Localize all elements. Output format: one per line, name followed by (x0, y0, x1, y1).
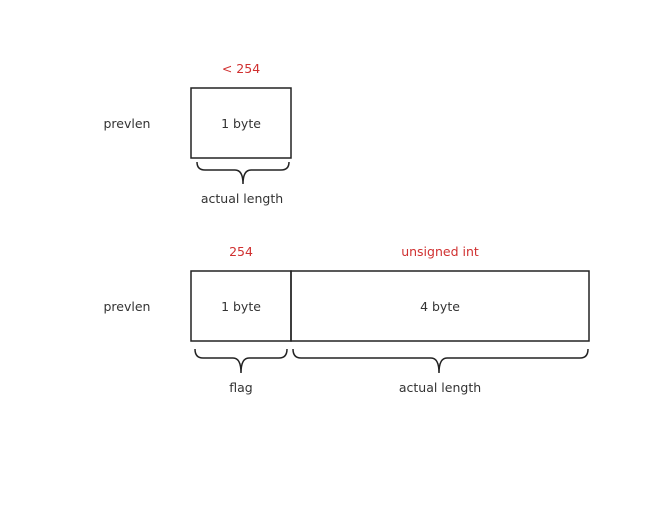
row-label-short: prevlen (104, 116, 151, 131)
prevlen-long-form: prevlen 254 unsigned int 1 byte 4 byte f… (104, 244, 590, 395)
field-box-1-byte-short (190, 87, 292, 159)
curly-brace-flag (194, 348, 288, 374)
brace-label-actual-length-long: actual length (399, 380, 481, 395)
curly-brace-short (196, 161, 290, 185)
prevlen-short-form: prevlen < 254 1 byte actual length (104, 61, 292, 206)
value-annotation-short: < 254 (222, 61, 260, 76)
field-label-1-byte-short: 1 byte (221, 116, 261, 131)
field-label-1-byte-flag: 1 byte (221, 299, 261, 314)
curly-brace-actual-length-long (292, 348, 589, 374)
brace-label-actual-length-short: actual length (201, 191, 283, 206)
row-label-long: prevlen (104, 299, 151, 314)
field-box-4-byte (290, 270, 590, 342)
value-annotation-flag: 254 (229, 244, 253, 259)
field-label-4-byte: 4 byte (420, 299, 460, 314)
value-annotation-unsigned-int: unsigned int (401, 244, 479, 259)
brace-label-flag: flag (229, 380, 252, 395)
